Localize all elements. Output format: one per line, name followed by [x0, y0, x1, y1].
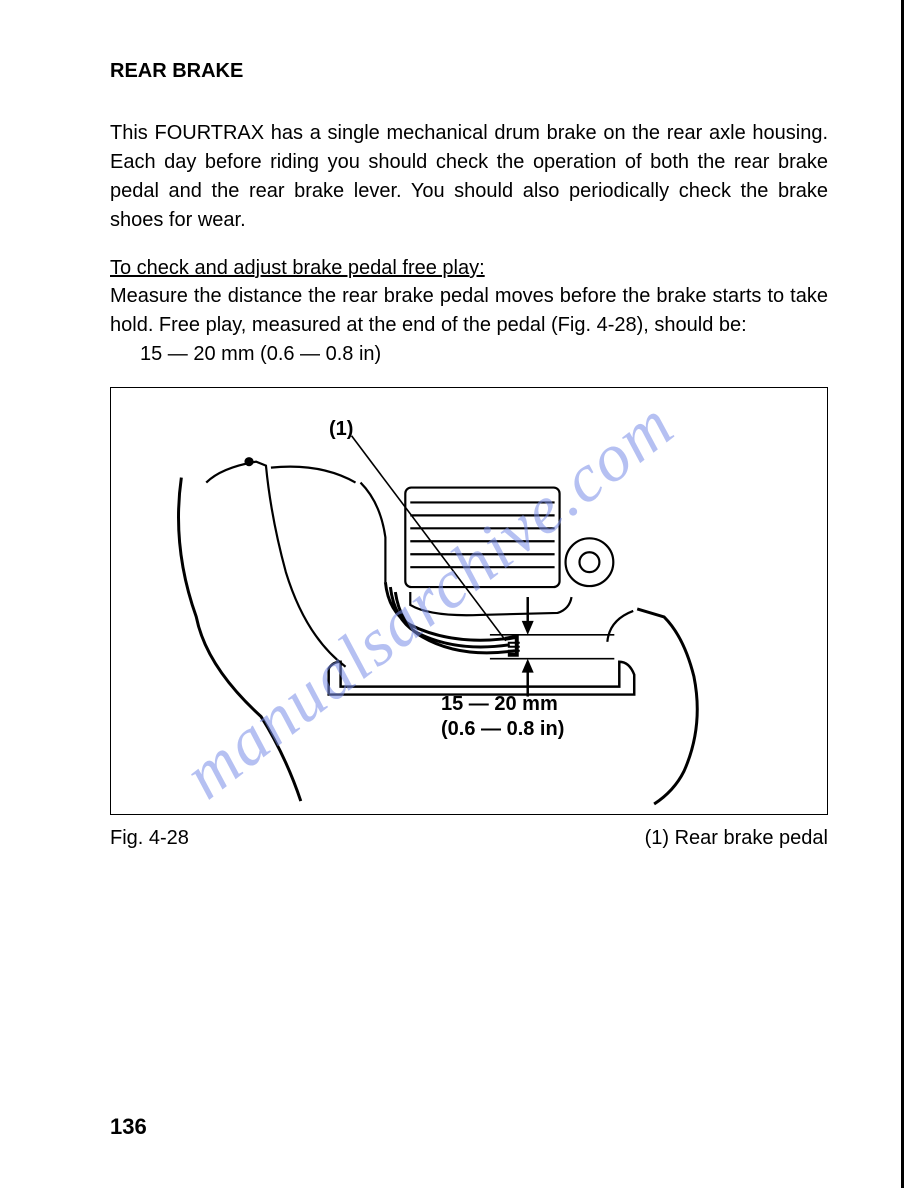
section-heading: REAR BRAKE [110, 60, 828, 83]
page-edge [901, 0, 904, 1188]
callout-legend: (1) Rear brake pedal [645, 827, 828, 850]
figure-4-28: (1) [110, 387, 828, 815]
intro-paragraph: This FOURTRAX has a single mechanical dr… [110, 119, 828, 235]
figure-number: Fig. 4-28 [110, 827, 189, 850]
diagram-illustration [111, 388, 827, 814]
figure-caption: Fig. 4-28 (1) Rear brake pedal [110, 827, 828, 850]
page-number: 136 [110, 1114, 147, 1140]
spec-line2: (0.6 — 0.8 in) [441, 718, 564, 740]
spec-line1: 15 — 20 mm [441, 693, 558, 715]
procedure-heading: To check and adjust brake pedal free pla… [110, 257, 828, 280]
spec-value: 15 — 20 mm (0.6 — 0.8 in) [110, 340, 828, 369]
figure-spec-label: 15 — 20 mm (0.6 — 0.8 in) [441, 692, 564, 742]
instruction-text: Measure the distance the rear brake peda… [110, 282, 828, 340]
